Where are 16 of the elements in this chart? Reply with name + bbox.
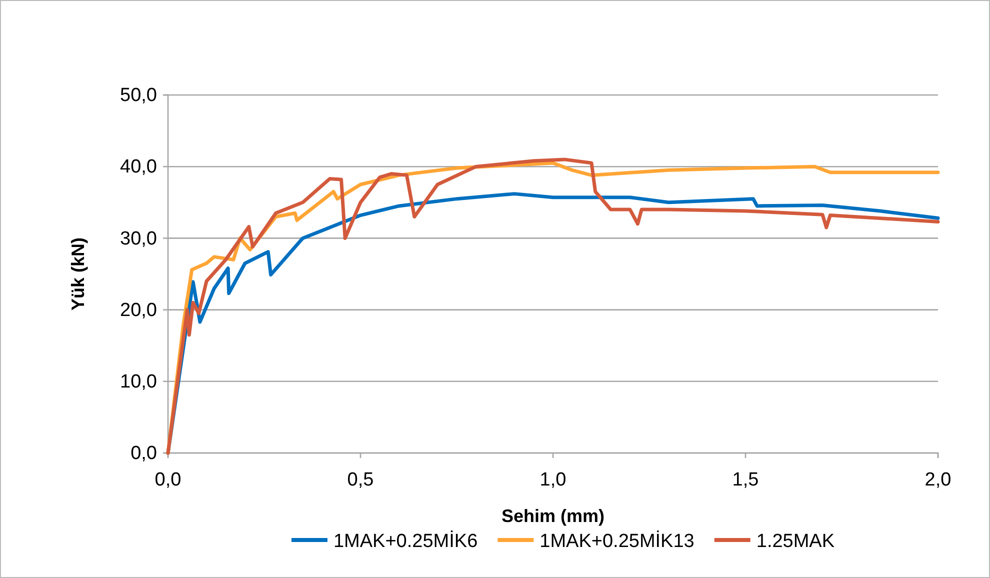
y-tick-label: 50,0 xyxy=(120,85,157,106)
x-axis-title: Sehim (mm) xyxy=(501,506,605,526)
y-tick-label: 0,0 xyxy=(130,443,157,464)
legend-label: 1MAK+0.25MİK13 xyxy=(540,530,694,552)
y-tick-label: 20,0 xyxy=(120,300,157,321)
legend-label: 1.25MAK xyxy=(756,531,835,552)
y-tick-label: 40,0 xyxy=(120,156,157,178)
legend-label: 1MAK+0.25MİK6 xyxy=(333,530,478,552)
y-tick-label: 30,0 xyxy=(120,228,157,250)
x-tick-label: 1,5 xyxy=(732,469,759,490)
y-tick-label: 10,0 xyxy=(120,371,157,392)
x-tick-label: 1,0 xyxy=(540,469,566,490)
x-tick-label: 2,0 xyxy=(924,469,952,490)
x-tick-label: 0,0 xyxy=(154,469,182,490)
x-tick-label: 0,5 xyxy=(347,469,374,490)
y-axis-title: Yük (kN) xyxy=(68,237,88,311)
